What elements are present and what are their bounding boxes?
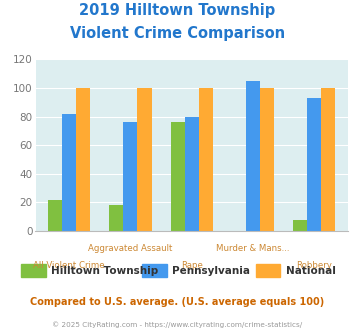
Bar — [293, 219, 307, 231]
Bar — [246, 81, 260, 231]
Bar — [321, 88, 335, 231]
Bar — [48, 200, 62, 231]
Bar — [199, 88, 213, 231]
Bar — [307, 98, 321, 231]
Text: Aggravated Assault: Aggravated Assault — [88, 244, 173, 253]
Text: Compared to U.S. average. (U.S. average equals 100): Compared to U.S. average. (U.S. average … — [31, 297, 324, 307]
Text: 2019 Hilltown Township: 2019 Hilltown Township — [80, 3, 275, 18]
Bar — [137, 88, 152, 231]
Bar — [124, 122, 137, 231]
Bar — [62, 114, 76, 231]
Text: Pennsylvania: Pennsylvania — [172, 266, 250, 276]
Bar — [76, 88, 90, 231]
Text: All Violent Crime: All Violent Crime — [33, 261, 105, 270]
Bar — [109, 205, 124, 231]
Text: Violent Crime Comparison: Violent Crime Comparison — [70, 26, 285, 41]
Bar — [185, 116, 199, 231]
Text: National: National — [286, 266, 335, 276]
Text: Murder & Mans...: Murder & Mans... — [216, 244, 290, 253]
Text: Rape: Rape — [181, 261, 203, 270]
Text: Hilltown Township: Hilltown Township — [51, 266, 159, 276]
Text: Robbery: Robbery — [296, 261, 332, 270]
Text: © 2025 CityRating.com - https://www.cityrating.com/crime-statistics/: © 2025 CityRating.com - https://www.city… — [53, 322, 302, 328]
Bar — [260, 88, 274, 231]
Bar — [170, 122, 185, 231]
